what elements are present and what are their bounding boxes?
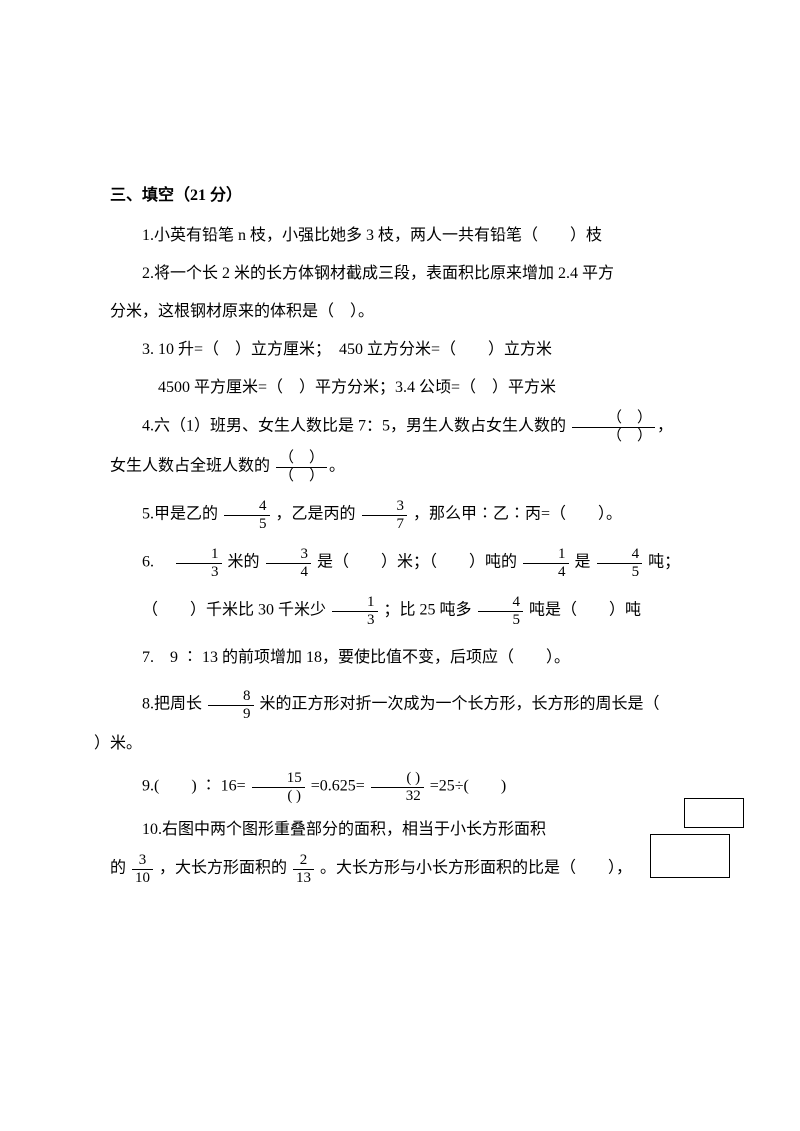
question-4-line2: 女生人数占全班人数的 （ ） （ ） 。 [110,450,710,484]
frac-den: 5 [597,564,643,581]
frac-num: 4 [478,594,524,612]
frac-num: 1 [523,546,569,564]
frac-den: 3 [332,612,378,629]
q10-text2: ，大长方形面积的 [159,860,287,877]
q4-frac1: （ ） （ ） [572,410,655,444]
frac-den: 5 [478,612,524,629]
q9-text2: =0.625= [311,778,365,795]
q4-text2: 女生人数占全班人数的 [110,458,270,475]
q8-frac: 8 9 [208,688,254,722]
q9-frac2: ( ) 32 [371,770,424,804]
question-2-line1: 2.将一个长 2 米的长方体钢材截成三段，表面积比原来增加 2.4 平方 [110,258,710,290]
frac-num: 4 [224,498,270,516]
q4-comma: ， [657,418,673,435]
frac-num: 1 [176,546,222,564]
frac-den: 7 [362,516,408,533]
question-10-line2: 的 3 10 ，大长方形面积的 2 13 。大长方形与小长方形面积的比是（ ）， [110,852,710,886]
q5-text1: 5.甲是乙的 [142,506,218,523]
q9-frac1: 15 ( ) [252,770,305,804]
q4-period: 。 [329,458,345,475]
question-8-line2: ）米。 [110,728,710,760]
q5-frac1: 4 5 [224,498,270,532]
q6-frac6: 4 5 [478,594,524,628]
q10-frac1: 3 10 [132,852,153,886]
q6-l1p4: 是 [575,554,591,571]
frac-num: 3 [266,546,312,564]
frac-den: 32 [371,788,424,805]
q5-frac2: 3 7 [362,498,408,532]
question-6-line1: 6. 1 3 米的 3 4 是（ ）米；（ ）吨的 1 4 是 4 5 吨； [110,546,710,580]
q8-text1: 8.把周长 [142,696,202,713]
frac-num: 2 [293,852,314,870]
frac-num: 15 [252,770,305,788]
question-8-line1: 8.把周长 8 9 米的正方形对折一次成为一个长方形，长方形的周长是（ [110,688,710,722]
question-5: 5.甲是乙的 4 5 ，乙是丙的 3 7 ，那么甲∶乙∶丙=（ ）。 [110,498,710,532]
q6-l2p2: ；比 25 吨多 [384,602,472,619]
q5-text3: ，那么甲∶乙∶丙=（ ）。 [413,506,622,523]
frac-den: 5 [224,516,270,533]
q10-text1: 的 [110,860,126,877]
frac-num: （ ） [276,450,327,468]
frac-den: （ ） [276,468,327,485]
question-3-line1: 3. 10 升=（ ）立方厘米； 450 立方分米=（ ）立方米 [110,334,710,366]
frac-num: 3 [362,498,408,516]
question-2-line2: 分米，这根钢材原来的体积是（ ）。 [110,296,710,328]
frac-den: 13 [293,870,314,887]
q6-frac2: 3 4 [266,546,312,580]
q5-text2: ，乙是丙的 [276,506,356,523]
q6-frac3: 1 4 [523,546,569,580]
q4-text1: 4.六（1）班男、女生人数比是 7：5，男生人数占女生人数的 [142,418,566,435]
question-9: 9.( ) ∶ 16= 15 ( ) =0.625= ( ) 32 =25÷( … [110,770,710,804]
frac-num: 3 [132,852,153,870]
q6-l1p3: 是（ ）米；（ ）吨的 [317,554,517,571]
frac-num: ( ) [371,770,424,788]
frac-den: 10 [132,870,153,887]
frac-num: （ ） [572,410,655,428]
question-3-line2: 4500 平方厘米=（ ）平方分米；3.4 公顷=（ ）平方米 [110,372,710,404]
section-title: 三、填空（21 分） [110,180,710,212]
q6-l2p1: （ ）千米比 30 千米少 [142,602,326,619]
q9-text3: =25÷( ) [430,778,506,795]
frac-num: 4 [597,546,643,564]
question-6-line2: （ ）千米比 30 千米少 1 3 ；比 25 吨多 4 5 吨是（ ）吨 [110,594,710,628]
frac-den: 4 [523,564,569,581]
q6-frac4: 4 5 [597,546,643,580]
question-4-line1: 4.六（1）班男、女生人数比是 7：5，男生人数占女生人数的 （ ） （ ） ， [110,410,710,444]
q9-text1: 9.( ) ∶ 16= [142,778,246,795]
q6-frac5: 1 3 [332,594,378,628]
q6-l2p3: 吨是（ ）吨 [529,602,641,619]
frac-den: ( ) [252,788,305,805]
q8-text2: 米的正方形对折一次成为一个长方形，长方形的周长是（ [260,696,676,713]
frac-den: 3 [176,564,222,581]
question-10-line1: 10.右图中两个图形重叠部分的面积，相当于小长方形面积 [110,814,710,846]
q6-l1p2: 米的 [228,554,260,571]
q10-text3: 。大长方形与小长方形面积的比是（ ）， [320,860,632,877]
frac-den: 4 [266,564,312,581]
question-7: 7. 9 ∶ 13 的前项增加 18，要使比值不变，后项应（ ）。 [110,642,710,674]
question-1: 1.小英有铅笔 n 枝，小强比她多 3 枝，两人一共有铅笔（ ）枝 [110,220,710,252]
small-rectangle-shape [684,798,744,828]
q6-l1p5: 吨； [648,554,680,571]
large-rectangle-shape [650,834,730,878]
frac-num: 8 [208,688,254,706]
frac-den: （ ） [572,428,655,445]
q6-l1p1: 6. [142,554,170,571]
q6-frac1: 1 3 [176,546,222,580]
q4-frac2: （ ） （ ） [276,450,327,484]
q10-frac2: 2 13 [293,852,314,886]
frac-num: 1 [332,594,378,612]
frac-den: 9 [208,706,254,723]
